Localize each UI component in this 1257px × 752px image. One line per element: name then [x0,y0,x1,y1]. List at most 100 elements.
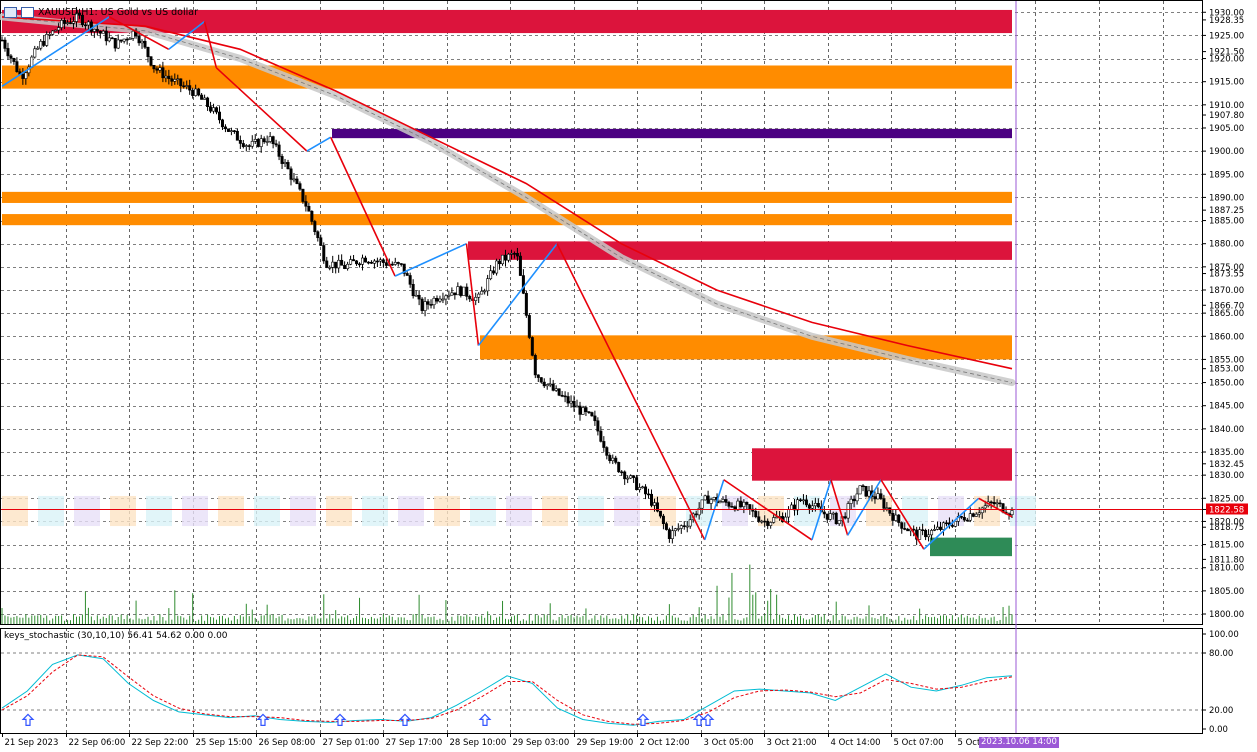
y-tick-label: 1920.00 [1209,55,1244,65]
candle-body [578,405,582,415]
candle-body [447,294,451,297]
candle-body [763,520,767,523]
candle-body [825,513,829,520]
zigzag-segment [923,497,980,550]
y-tick-label: 1805.00 [1209,587,1244,597]
candle-body [873,496,877,500]
stoch-tick-label: 0.00 [1209,725,1228,735]
candle-body [626,477,630,480]
candle-body [599,430,603,442]
candle-body [101,30,105,34]
candle-body [632,475,636,478]
candle-body [238,139,242,144]
y-tick-label: 1885.00 [1209,217,1244,227]
candle-body [566,396,570,404]
chart-window-icon[interactable] [21,6,34,18]
candle-body [33,48,37,58]
candle-body [852,498,856,502]
candle-body [54,29,58,32]
candle-body [393,262,397,265]
session-box [542,495,568,527]
candle-body [241,143,245,147]
y-tick-label: 1890.00 [1209,193,1244,203]
candle-body [658,510,662,517]
candle-body [927,534,931,538]
candle-body [265,141,269,143]
candle-body [414,294,418,297]
buy-arrow-icon [636,713,650,726]
y-tick-label: 1915.00 [1209,78,1244,88]
y-tick-label: 1875.00 [1209,263,1244,273]
candle-body [131,30,135,39]
candle-body [194,88,198,96]
candle-body [0,39,4,42]
candle-body [444,295,448,300]
candle-body [712,497,716,500]
buy-arrow-icon [478,713,492,726]
candle-body [256,138,260,147]
session-box [434,495,460,527]
candle-body [298,183,302,190]
chart-menu-icon[interactable] [4,6,17,18]
candle-body [274,143,278,146]
candle-body [861,485,865,488]
candle-body [77,12,81,16]
candle-body [661,515,665,524]
candle-body [727,502,731,507]
candle-body [366,261,370,264]
session-box [182,495,208,527]
candle-body [417,294,421,300]
candle-body [703,495,707,501]
candle-body [420,298,424,311]
candle-body [486,278,490,292]
candle-body [361,257,365,265]
candle-body [769,522,773,526]
candle-body [89,21,93,32]
candle-body [316,231,320,239]
candle-body [697,507,701,516]
candle-body [322,245,326,262]
buy-arrow-icon [701,713,715,726]
candle-body [936,526,940,530]
y-tick-label: 1880.00 [1209,240,1244,250]
candle-body [188,85,192,91]
zigzag-segment [306,136,332,152]
candle-body [152,64,156,70]
candle-body [718,501,722,504]
candle-body [724,499,728,503]
candle-body [772,517,776,523]
session-box [254,495,280,527]
y-tick-label: 1810.00 [1209,564,1244,574]
candle-body [286,162,290,170]
y-tick-label: 1822.58 [1209,505,1244,515]
candle-body [965,519,969,522]
moving-average-dashed [1,16,1013,383]
candle-body [277,144,281,157]
candle-body [289,168,293,180]
candle-body [173,79,177,82]
candle-body [498,260,502,265]
candle-body [107,37,111,42]
current-time-tag: 2023.10.06 14:00 [979,737,1059,748]
session-box [470,495,496,527]
candle-body [682,525,686,527]
candle-body [614,457,618,463]
candle-body [721,499,725,502]
zigzag-segment [330,136,396,277]
candle-body [259,138,263,147]
buy-arrow-icon [21,713,35,726]
y-tick-label: 1818.75 [1209,523,1244,533]
zigzag-segment [556,243,706,541]
y-tick-label: 1850.00 [1209,379,1244,389]
candle-body [158,67,162,71]
zone-orange [2,65,1012,89]
candle-body [867,490,871,497]
y-tick-label: 1860.00 [1209,332,1244,342]
candle-body [116,39,120,49]
zone-red [752,448,1012,481]
candle-body [515,253,519,257]
candle-body [456,286,460,296]
candle-body [262,138,266,143]
